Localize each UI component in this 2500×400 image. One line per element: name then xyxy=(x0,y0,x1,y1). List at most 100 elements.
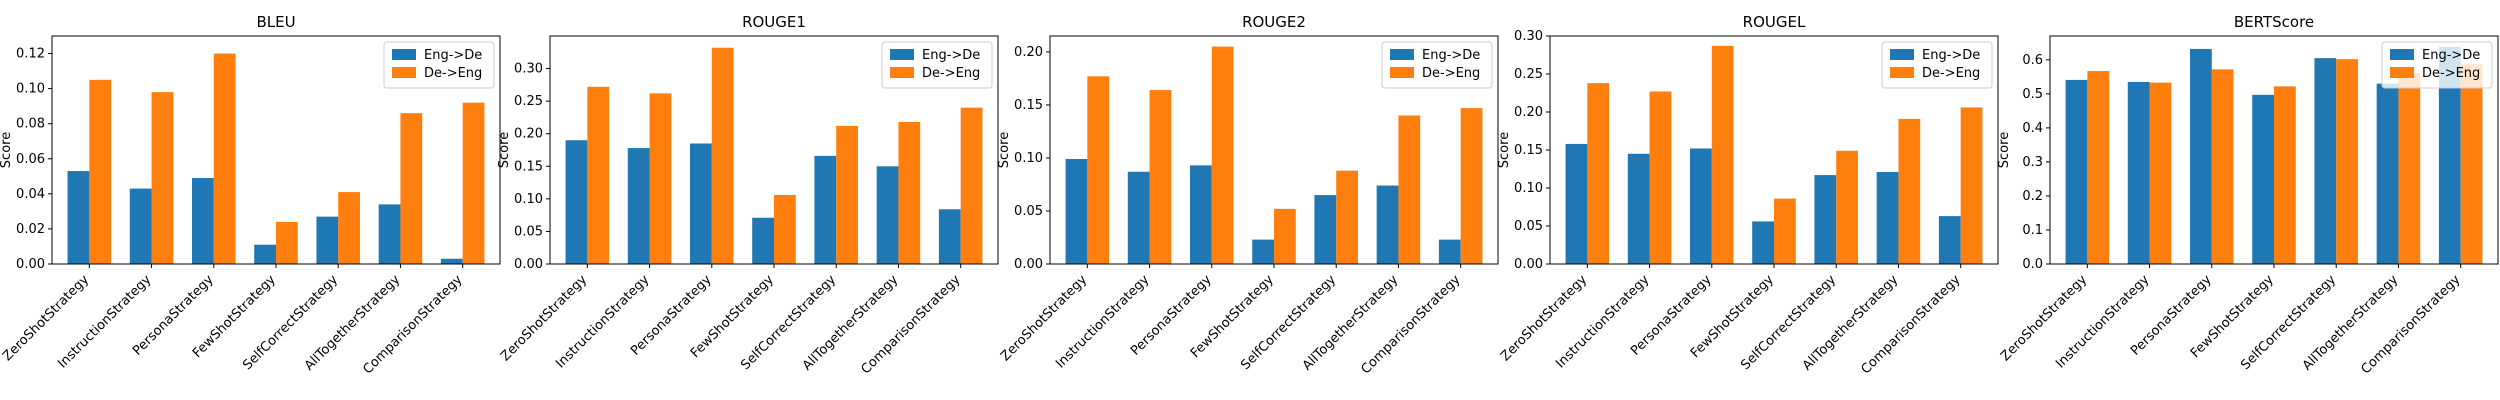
chart-panel-3: 0.000.050.100.150.20ZeroShotStrategyInst… xyxy=(997,13,1499,377)
bar-de-eng xyxy=(649,93,672,264)
y-tick-label: 0.08 xyxy=(16,117,45,132)
y-axis-label: Score xyxy=(497,132,512,168)
y-tick-label: 0.10 xyxy=(16,82,45,97)
y-tick-label: 0.00 xyxy=(1014,257,1043,272)
chart-panel-4: 0.000.050.100.150.200.250.30ZeroShotStra… xyxy=(1497,13,1999,377)
legend-swatch-eng-de xyxy=(1390,49,1414,60)
bar-de-eng xyxy=(400,113,423,264)
chart-title: ROUGE2 xyxy=(1242,13,1306,31)
bar-de-eng xyxy=(2336,59,2358,264)
legend-label: Eng->De xyxy=(1422,48,1480,63)
bar-de-eng xyxy=(1711,45,1734,264)
bar-eng-de xyxy=(67,171,90,264)
y-tick-label: 0.00 xyxy=(16,257,45,272)
bar-eng-de xyxy=(565,140,588,264)
legend-swatch-de-eng xyxy=(890,67,914,78)
bar-eng-de xyxy=(1690,148,1712,264)
bar-de-eng xyxy=(2398,73,2421,264)
y-tick-label: 0.20 xyxy=(1014,45,1043,60)
bar-eng-de xyxy=(1314,195,1337,264)
legend-label: Eng->De xyxy=(1922,48,1980,63)
bar-de-eng xyxy=(276,221,298,264)
y-tick-label: 0.05 xyxy=(1014,204,1043,219)
bar-de-eng xyxy=(1836,150,1858,264)
bar-de-eng xyxy=(1960,107,1983,264)
bar-de-eng xyxy=(1087,76,1110,264)
y-tick-label: 0.06 xyxy=(16,152,45,167)
y-tick-label: 0.10 xyxy=(1014,151,1043,166)
bar-eng-de xyxy=(1376,185,1399,264)
bar-de-eng xyxy=(2274,86,2296,264)
chart-title: BERTScore xyxy=(2234,13,2314,31)
y-tick-label: 0.15 xyxy=(514,159,543,174)
bar-de-eng xyxy=(2460,64,2483,265)
bar-eng-de xyxy=(814,155,837,264)
legend-label: De->Eng xyxy=(1922,66,1980,81)
bar-de-eng xyxy=(836,125,858,265)
bar-eng-de xyxy=(1752,221,1774,264)
y-tick-label: 0.05 xyxy=(514,224,543,239)
bar-eng-de xyxy=(192,178,214,264)
bar-eng-de xyxy=(129,188,152,264)
bar-eng-de xyxy=(1876,172,1899,264)
legend-swatch-eng-de xyxy=(392,49,416,60)
legend-label: Eng->De xyxy=(922,48,980,63)
y-axis-label: Score xyxy=(1997,132,2012,168)
bar-eng-de xyxy=(378,204,401,264)
legend-swatch-eng-de xyxy=(890,49,914,60)
bar-de-eng xyxy=(960,107,983,264)
bar-de-eng xyxy=(898,121,921,265)
bar-eng-de xyxy=(1627,153,1650,264)
bar-de-eng xyxy=(462,102,485,265)
bar-de-eng xyxy=(89,79,112,264)
y-tick-label: 0.05 xyxy=(1514,219,1543,234)
legend-label: De->Eng xyxy=(424,66,482,81)
bar-eng-de xyxy=(1565,143,1588,264)
y-axis-label: Score xyxy=(997,132,1012,168)
legend-swatch-eng-de xyxy=(1890,49,1914,60)
y-tick-label: 0.15 xyxy=(1014,98,1043,113)
chart-panel-5: 0.00.10.20.30.40.50.6ZeroShotStrategyIns… xyxy=(1997,13,2499,377)
y-tick-label: 0.4 xyxy=(2022,121,2043,136)
chart-panel-2: 0.000.050.100.150.200.250.30ZeroShotStra… xyxy=(497,13,999,377)
bar-de-eng xyxy=(1274,208,1296,264)
bar-de-eng xyxy=(2087,71,2110,264)
y-tick-label: 0.30 xyxy=(514,62,543,77)
y-tick-label: 0.00 xyxy=(1514,257,1543,272)
bar-de-eng xyxy=(213,53,236,264)
y-tick-label: 0.25 xyxy=(1514,67,1543,82)
bar-de-eng xyxy=(1460,108,1483,264)
bar-de-eng xyxy=(338,192,360,264)
bar-de-eng xyxy=(1587,83,1610,265)
bar-eng-de xyxy=(690,143,712,264)
bar-eng-de xyxy=(2438,46,2461,264)
chart-title: BLEU xyxy=(256,13,295,31)
y-tick-label: 0.12 xyxy=(16,47,45,62)
chart-title: ROUGEL xyxy=(1743,13,1806,31)
y-tick-label: 0.15 xyxy=(1514,143,1543,158)
bar-eng-de xyxy=(2252,94,2274,265)
bar-eng-de xyxy=(316,216,339,264)
legend: Eng->De De->Eng xyxy=(1881,41,1993,89)
bar-eng-de xyxy=(627,148,650,264)
legend-label: Eng->De xyxy=(2422,48,2480,63)
y-tick-label: 0.6 xyxy=(2022,53,2043,68)
legend: Eng->De De->Eng xyxy=(881,41,993,89)
y-axis-label: Score xyxy=(1497,132,1512,168)
legend-swatch-de-eng xyxy=(1890,67,1914,78)
bar-de-eng xyxy=(1211,46,1234,264)
y-tick-label: 0.5 xyxy=(2022,87,2043,102)
bar-de-eng xyxy=(1898,118,1921,264)
bar-de-eng xyxy=(1649,91,1672,264)
legend-label: De->Eng xyxy=(2422,66,2480,81)
y-tick-label: 0.30 xyxy=(1514,29,1543,44)
chart-title: ROUGE1 xyxy=(742,13,806,31)
bar-de-eng xyxy=(711,47,734,265)
bar-de-eng xyxy=(1774,198,1796,264)
legend: Eng->De De->Eng xyxy=(1381,41,1493,89)
legend-swatch-eng-de xyxy=(2390,49,2414,60)
bar-eng-de xyxy=(2127,81,2150,264)
bar-de-eng xyxy=(774,194,796,264)
bar-eng-de xyxy=(938,209,961,264)
